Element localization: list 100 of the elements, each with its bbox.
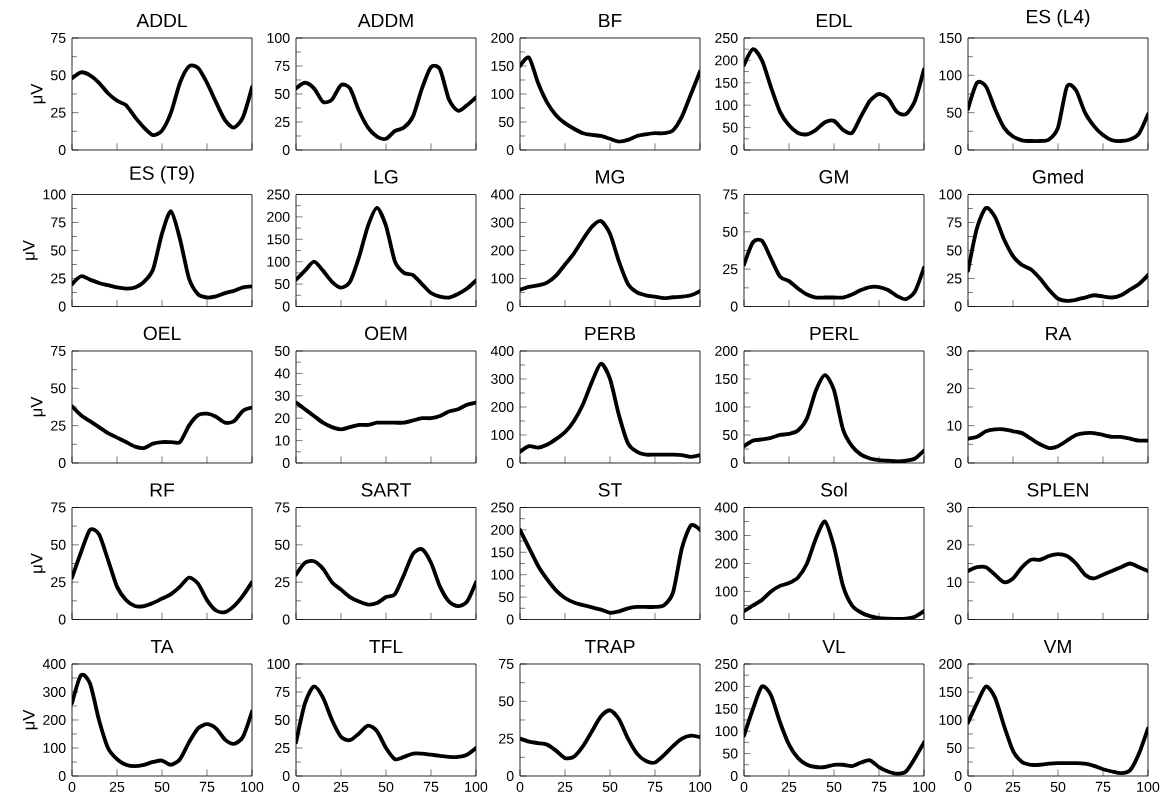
x-tick-label: 100	[689, 781, 712, 792]
y-tick-label: 25	[51, 420, 66, 431]
chart-title: PERB	[585, 326, 636, 341]
y-tick-label: 200	[491, 401, 514, 412]
y-tick-label: 400	[714, 502, 738, 513]
chart-title: OEL	[143, 326, 181, 341]
y-tick-label: 150	[939, 32, 962, 43]
x-tick-label: 50	[602, 781, 618, 792]
y-tick-label: 200	[491, 245, 514, 256]
y-tick-label: 0	[954, 301, 962, 312]
y-tick-label: 50	[274, 345, 290, 356]
chart-title: ES (T9)	[130, 165, 194, 184]
x-tick-label: 0	[516, 781, 524, 792]
y-tick-label: 50	[946, 107, 962, 118]
x-tick-label: 75	[1095, 781, 1111, 792]
y-tick-label: 100	[491, 569, 514, 580]
y-tick-label: 25	[947, 273, 962, 284]
x-tick-label: 0	[292, 781, 300, 792]
chart-title: ADDL	[136, 13, 187, 28]
y-tick-label: 300	[491, 373, 514, 384]
chart-title: EDL	[816, 13, 852, 28]
y-tick-label: 300	[43, 686, 66, 697]
y-axis-title: μV	[30, 83, 46, 104]
y-tick-label: 250	[267, 189, 290, 200]
y-tick-label: 200	[715, 55, 738, 66]
y-tick-label: 20	[947, 383, 962, 394]
y-tick-label: 100	[43, 189, 66, 200]
chart-title: PERL	[810, 326, 859, 341]
y-tick-label: 50	[498, 592, 514, 603]
chart-title: SART	[361, 483, 411, 497]
x-tick-label: 75	[199, 781, 215, 792]
y-tick-label: 300	[491, 217, 514, 228]
y-tick-label: 0	[282, 770, 290, 781]
x-tick-label: 25	[781, 781, 797, 792]
x-tick-label: 0	[964, 781, 972, 792]
y-tick-label: 0	[282, 144, 290, 155]
y-tick-label: 50	[50, 70, 66, 81]
y-tick-label: 0	[58, 144, 66, 155]
y-tick-label: 25	[275, 116, 290, 127]
y-tick-label: 25	[51, 107, 66, 118]
x-tick-label: 50	[826, 781, 842, 792]
x-tick-label: 25	[109, 781, 125, 792]
x-tick-label: 100	[913, 781, 936, 792]
y-tick-label: 100	[939, 714, 962, 725]
x-tick-label: 50	[154, 781, 170, 792]
y-tick-label: 100	[939, 70, 962, 81]
y-tick-label: 100	[267, 658, 290, 669]
y-tick-label: 50	[50, 245, 66, 256]
x-tick-label: 100	[465, 781, 488, 792]
chart-title: RA	[1046, 326, 1072, 341]
y-tick-label: 0	[730, 614, 738, 625]
chart-title: TFL	[369, 639, 403, 654]
y-tick-label: 200	[43, 714, 66, 725]
y-tick-label: 0	[58, 770, 66, 781]
y-tick-label: 50	[50, 383, 66, 394]
y-tick-label: 25	[275, 577, 290, 588]
y-tick-label: 0	[282, 457, 290, 468]
y-tick-label: 0	[954, 144, 962, 155]
y-tick-label: 150	[715, 373, 738, 384]
y-tick-label: 100	[267, 256, 290, 267]
y-tick-label: 0	[58, 614, 66, 625]
y-tick-label: 100	[715, 100, 738, 111]
y-tick-label: 75	[51, 346, 66, 356]
y-tick-label: 150	[491, 547, 514, 558]
x-tick-label: 100	[1137, 781, 1160, 792]
y-tick-label: 0	[730, 301, 738, 312]
y-tick-label: 200	[939, 658, 962, 669]
y-tick-label: 400	[42, 658, 66, 669]
y-tick-label: 0	[954, 457, 962, 468]
y-tick-label: 10	[275, 435, 290, 446]
y-axis-title: μV	[23, 709, 38, 730]
y-tick-label: 50	[274, 88, 290, 99]
y-tick-label: 75	[947, 217, 962, 228]
chart-title: VL	[822, 639, 846, 654]
chart-title: Sol	[821, 482, 847, 497]
y-tick-label: 200	[267, 211, 290, 222]
y-tick-label: 0	[730, 770, 738, 781]
y-tick-label: 200	[715, 681, 738, 692]
y-tick-label: 50	[274, 539, 290, 550]
y-axis-title: μV	[30, 553, 46, 573]
chart-title: MG	[596, 170, 624, 184]
y-tick-label: 75	[51, 502, 66, 513]
x-tick-label: 0	[68, 781, 76, 792]
y-tick-label: 0	[506, 301, 514, 312]
x-tick-label: 25	[333, 781, 349, 792]
y-tick-label: 100	[43, 742, 66, 753]
x-tick-label: 75	[423, 781, 439, 792]
chart-title: OEM	[365, 326, 407, 341]
y-tick-label: 250	[715, 32, 738, 43]
x-tick-label: 100	[241, 781, 264, 792]
y-tick-label: 100	[491, 273, 514, 284]
chart-title: VM	[1043, 639, 1071, 654]
y-tick-label: 50	[722, 122, 738, 133]
y-tick-label: 150	[939, 686, 962, 697]
x-tick-label: 0	[740, 781, 748, 792]
chart-title: SPLEN	[1027, 483, 1088, 497]
y-tick-label: 30	[274, 390, 290, 401]
y-tick-label: 200	[715, 558, 738, 569]
y-tick-label: 50	[50, 539, 66, 550]
x-tick-label: 75	[647, 781, 663, 792]
